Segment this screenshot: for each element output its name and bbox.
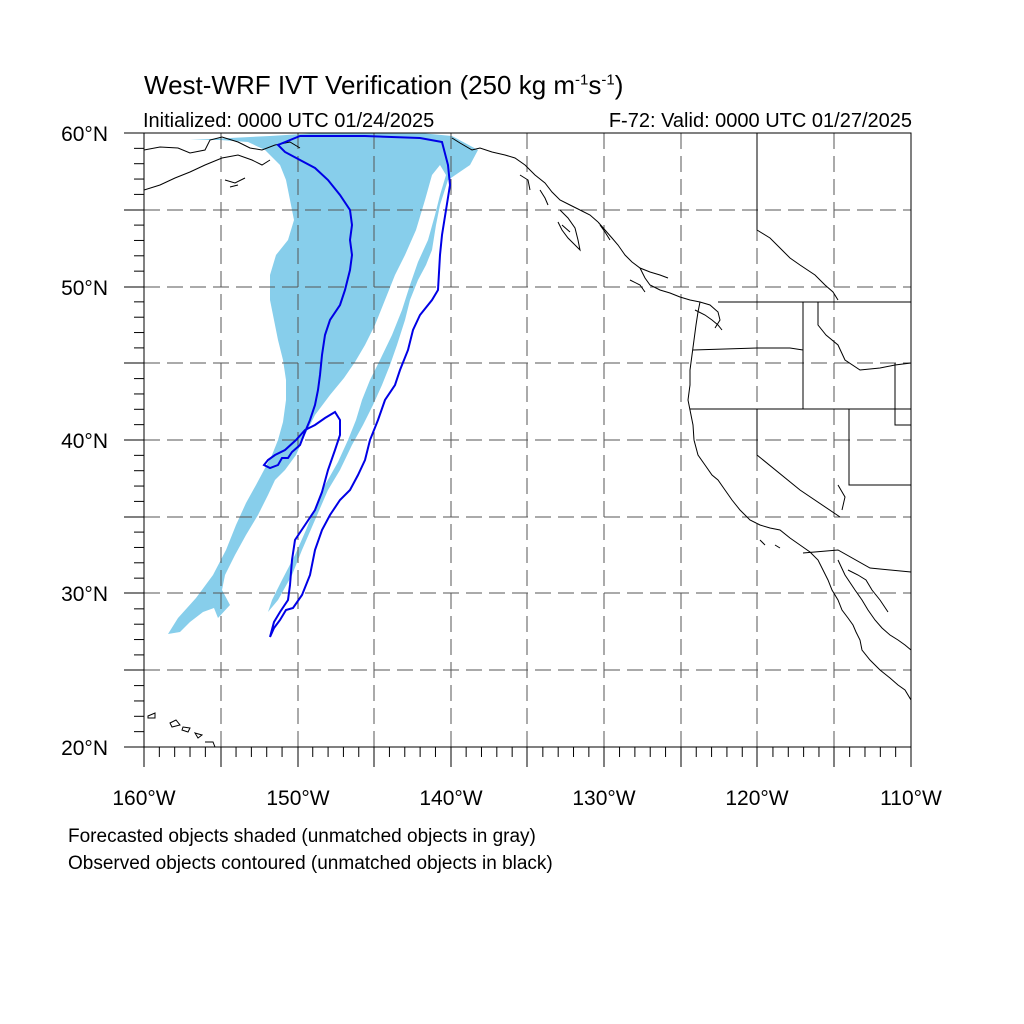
observed-ivt-contour: [262, 135, 452, 638]
alaska-coastline: [144, 136, 611, 252]
lon-label-160: 160°W: [112, 787, 175, 810]
lon-label-140: 140°W: [419, 787, 482, 810]
lat-label-60: 60°N: [61, 123, 108, 146]
lon-label-150: 150°W: [266, 787, 329, 810]
axis-ticks: [124, 132, 912, 767]
lat-label-30: 30°N: [61, 583, 108, 606]
graticule: [144, 133, 911, 747]
forecast-ivt-object: [168, 133, 478, 634]
lat-label-40: 40°N: [61, 430, 108, 453]
lon-label-130: 130°W: [572, 787, 635, 810]
us-west-coastline: [687, 301, 911, 701]
lon-label-110: 110°W: [880, 787, 942, 810]
lat-label-20: 20°N: [61, 737, 108, 760]
minor-ticks: [134, 147, 897, 757]
initialized-time: Initialized: 0000 UTC 01/24/2025: [143, 110, 435, 132]
hawaii-islands: [147, 712, 216, 747]
lat-label-50: 50°N: [61, 277, 108, 300]
state-borders: [690, 133, 911, 573]
lon-label-120: 120°W: [725, 787, 788, 810]
canada-bc-coastline: [597, 221, 723, 331]
forecast-legend-note: Forecasted objects shaded (unmatched obj…: [68, 826, 536, 847]
observed-legend-note: Observed objects contoured (unmatched ob…: [68, 853, 553, 874]
map-title: West-WRF IVT Verification (250 kg m-1s-1…: [144, 70, 624, 100]
valid-time: F-72: Valid: 0000 UTC 01/27/2025: [608, 110, 912, 132]
